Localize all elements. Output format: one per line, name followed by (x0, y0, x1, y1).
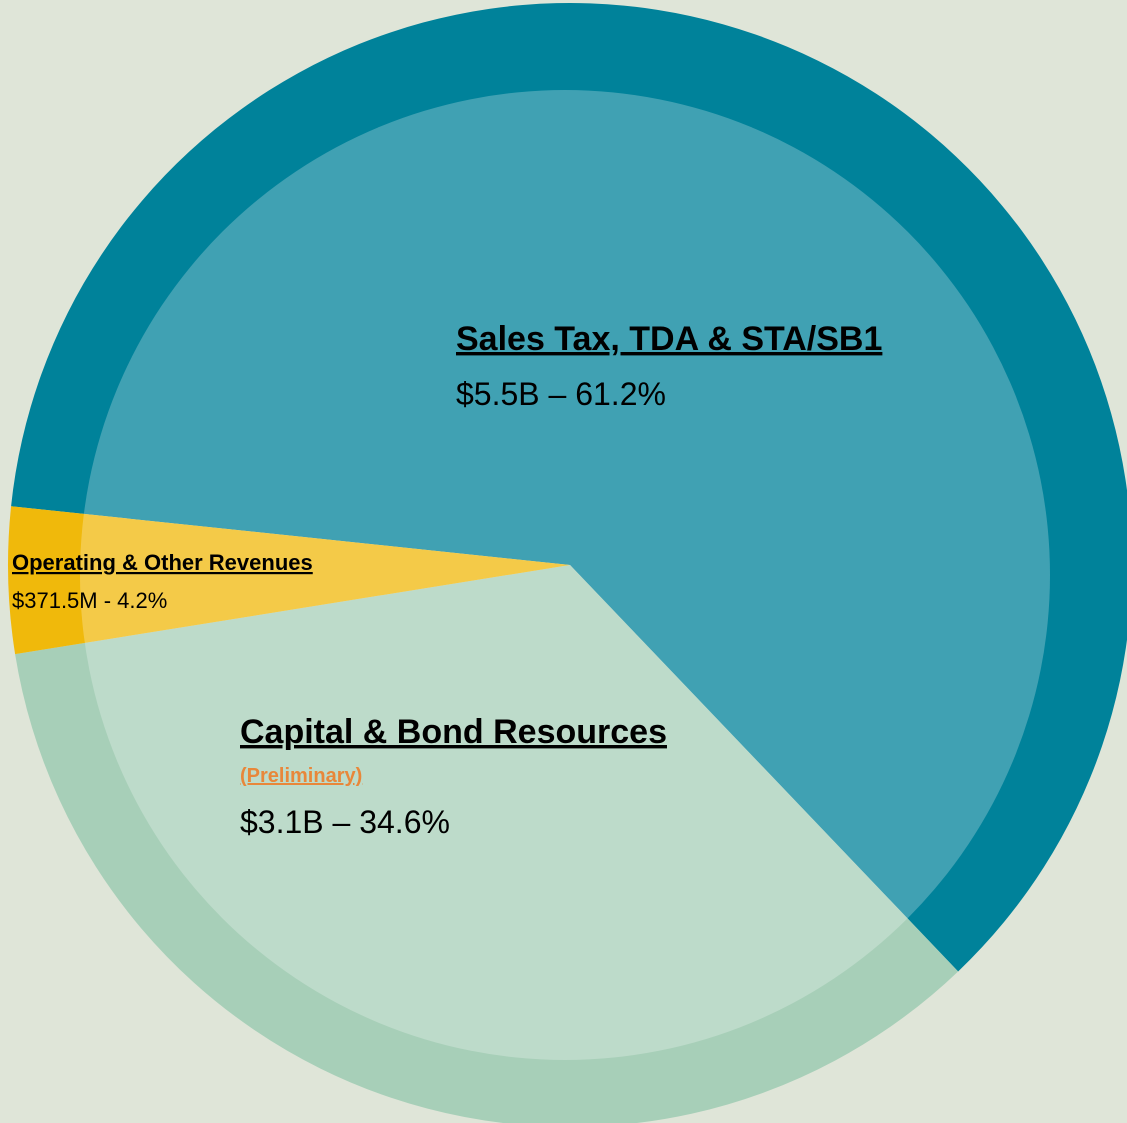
value-label: $371.5M - 4.2% (12, 588, 167, 613)
slice-label: Sales Tax, TDA & STA/SB1 (456, 320, 882, 358)
slice-label: Capital & Bond Resources (240, 713, 667, 751)
slice-label: Operating & Other Revenues (12, 550, 313, 575)
value-label: $3.1B – 34.6% (240, 804, 450, 840)
inner-highlight (80, 90, 1050, 1060)
pie-slice (8, 506, 571, 655)
pie-slice (15, 565, 959, 1123)
pie-slice (11, 3, 1127, 972)
value-label: $5.5B – 61.2% (456, 376, 666, 412)
annotation: (Preliminary) (240, 765, 362, 787)
